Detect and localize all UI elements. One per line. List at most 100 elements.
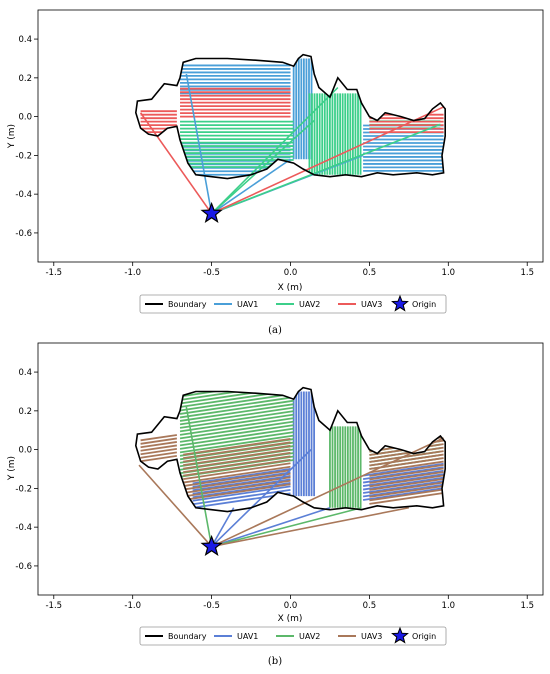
x-tick-label: 0.0	[284, 601, 298, 611]
y-tick-label: -0.4	[15, 190, 32, 200]
boundary-line	[134, 386, 446, 513]
legend-label: UAV3	[361, 300, 382, 309]
coverage-line	[369, 460, 444, 474]
coverage-line	[362, 487, 444, 501]
coverage-line	[362, 469, 444, 484]
coverage-line	[179, 410, 294, 429]
coverage-line	[140, 437, 178, 445]
x-tick-label: 0.5	[363, 601, 377, 611]
coverage-line	[362, 462, 444, 477]
coverage-line	[369, 481, 444, 495]
x-ticks: -1.5 -1.0 -0.5 0.0 0.5 1.0 1.5	[45, 595, 534, 611]
transit-line	[185, 73, 213, 214]
coverage-line	[140, 448, 178, 456]
coverage-line	[179, 413, 294, 433]
panel-a: -1.5 -1.0 -0.5 0.0 0.5 1.0 1.5 0.4 0.2 0.0 -0.2 -0…	[7, 9, 544, 336]
coverage-line	[369, 492, 444, 505]
origin-star	[200, 201, 223, 224]
transit-line	[211, 86, 339, 215]
coverage-line	[140, 451, 178, 459]
transit-line	[211, 506, 410, 548]
transit-line	[211, 507, 331, 548]
x-tick-label: -1.0	[124, 601, 141, 611]
coverage-line	[179, 406, 294, 426]
coverage-line	[140, 444, 178, 452]
coverage-line	[362, 473, 444, 487]
coverage-line	[192, 471, 291, 488]
transit-paths	[138, 406, 444, 548]
y-tick-label: -0.6	[15, 562, 32, 572]
y-tick-label: 0.0	[18, 446, 32, 456]
y-ticks: 0.4 0.2 0.0 -0.2 -0.4 -0.6	[15, 35, 38, 239]
y-tick-label: -0.2	[15, 151, 32, 161]
coverage-line	[179, 427, 294, 447]
x-tick-label: 0.0	[284, 268, 298, 278]
coverage-line	[179, 403, 294, 422]
coverage-line	[183, 455, 291, 473]
coverage-line	[369, 446, 444, 460]
coverage-line	[179, 399, 294, 419]
boundary-line	[134, 53, 446, 180]
legend-label: Boundary	[168, 300, 207, 309]
x-tick-label: -0.5	[203, 268, 220, 278]
transit-line	[211, 119, 315, 215]
transit-line	[211, 506, 362, 548]
coverage-line	[179, 396, 294, 415]
x-tick-label: -1.5	[45, 268, 62, 278]
origin-marker	[200, 201, 223, 224]
coverage-line	[140, 434, 178, 442]
coverage-line	[183, 465, 291, 484]
coverage-line	[369, 453, 444, 467]
y-axis-label: Y (m)	[7, 124, 17, 149]
y-tick-label: -0.6	[15, 229, 32, 239]
coverage-line	[369, 488, 444, 502]
coverage-line	[140, 455, 178, 463]
legend-label: UAV2	[299, 300, 320, 309]
coverage-line	[362, 480, 444, 494]
coverage-line	[369, 478, 444, 491]
coverage-line	[369, 485, 444, 498]
y-tick-label: 0.0	[18, 113, 32, 123]
origin-star	[200, 534, 223, 557]
legend-label: UAV2	[299, 632, 320, 641]
coverage-line	[192, 478, 291, 495]
y-tick-label: 0.2	[18, 407, 32, 417]
legend-origin-star	[391, 626, 409, 644]
coverage-line	[183, 437, 291, 456]
legend: Boundary UAV1 UAV2 UAV3 Origin	[139, 626, 447, 646]
coverage-line	[179, 417, 294, 436]
caption-b: (b)	[268, 656, 282, 667]
transit-line	[139, 112, 213, 214]
x-tick-label: -0.5	[203, 601, 220, 611]
origin-marker	[200, 534, 223, 557]
coverage-line	[362, 476, 444, 491]
transit-line	[185, 406, 213, 547]
y-tick-label: 0.4	[18, 35, 32, 45]
coverage-line	[369, 450, 444, 463]
y-tick-label: -0.2	[15, 484, 32, 494]
coverage-line	[179, 420, 294, 440]
x-tick-label: 1.5	[520, 268, 534, 278]
coverage-line	[183, 448, 291, 467]
coverage-line	[183, 469, 291, 487]
coverage-line	[362, 483, 444, 498]
coverage-line	[179, 424, 294, 443]
transit-line	[211, 158, 291, 215]
coverage-line	[183, 444, 291, 463]
coverage-line	[192, 475, 291, 492]
y-tick-label: 0.4	[18, 368, 32, 378]
y-tick-label: -0.4	[15, 523, 32, 533]
coverage-line	[369, 471, 444, 484]
coverage-line	[362, 466, 444, 480]
x-axis-label: X (m)	[278, 283, 303, 293]
panel-b: -1.5 -1.0 -0.5 0.0 0.5 1.0 1.5 0.4 0.2 0.0 -0.2 -0…	[7, 342, 544, 667]
transit-line	[138, 464, 213, 548]
legend: Boundary UAV1 UAV2 UAV3 Origin	[139, 294, 447, 314]
legend-label: UAV1	[237, 300, 258, 309]
coverage-line	[192, 468, 291, 485]
transit-line	[211, 437, 444, 548]
coverage-line	[179, 431, 294, 450]
x-tick-label: 1.0	[442, 601, 456, 611]
coverage-line	[369, 474, 444, 488]
